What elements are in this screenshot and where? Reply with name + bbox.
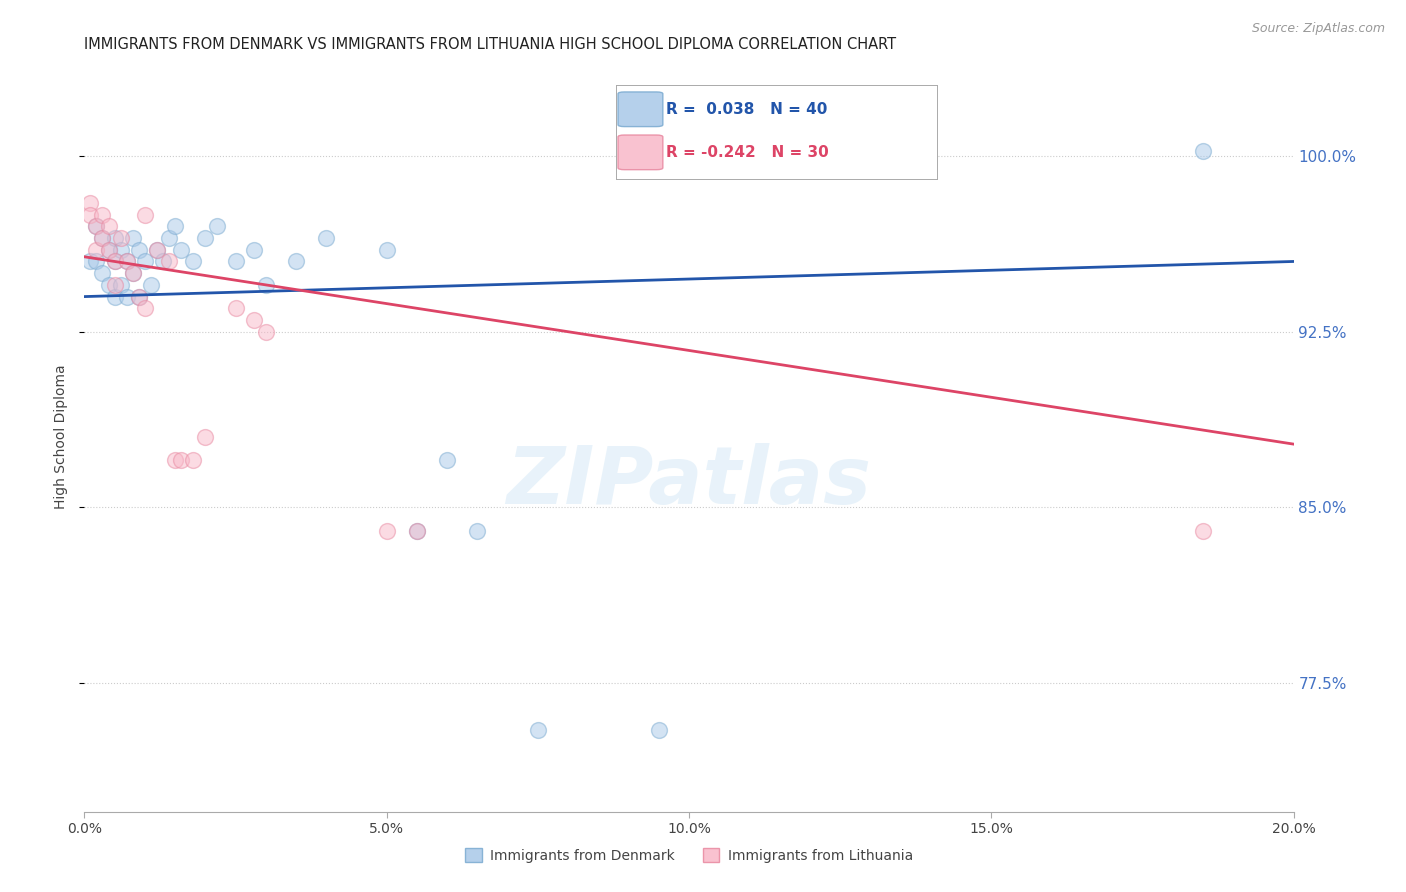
Point xyxy=(79,254,101,268)
Point xyxy=(467,524,489,538)
Point xyxy=(104,254,127,268)
Point xyxy=(194,430,217,444)
Point xyxy=(157,254,180,268)
Point xyxy=(134,208,156,222)
Point xyxy=(170,453,193,467)
Point xyxy=(121,266,143,280)
Point xyxy=(97,243,120,257)
Point xyxy=(207,219,229,234)
Point xyxy=(128,243,150,257)
Point xyxy=(86,243,108,257)
Text: ZIPatlas: ZIPatlas xyxy=(506,443,872,521)
Point xyxy=(242,313,264,327)
Point xyxy=(104,231,127,245)
Point xyxy=(242,243,264,257)
Point xyxy=(86,219,108,234)
Point xyxy=(170,243,193,257)
Point xyxy=(91,231,114,245)
Point xyxy=(406,524,429,538)
Point xyxy=(110,243,132,257)
Point xyxy=(165,453,187,467)
Point xyxy=(146,243,169,257)
Point xyxy=(97,277,120,292)
Point xyxy=(86,254,108,268)
Point xyxy=(152,254,174,268)
Point xyxy=(194,231,217,245)
Point xyxy=(128,290,150,304)
Point xyxy=(104,254,127,268)
Point xyxy=(134,254,156,268)
Point xyxy=(128,290,150,304)
Point xyxy=(165,219,187,234)
Point xyxy=(225,254,247,268)
Point xyxy=(115,254,138,268)
Point xyxy=(225,301,247,316)
Point xyxy=(110,277,132,292)
Point xyxy=(115,290,138,304)
Point xyxy=(406,524,429,538)
Point xyxy=(315,231,337,245)
Point xyxy=(91,208,114,222)
Point xyxy=(254,277,277,292)
Y-axis label: High School Diploma: High School Diploma xyxy=(53,365,67,509)
Point xyxy=(121,231,143,245)
Point xyxy=(91,231,114,245)
Point xyxy=(86,219,108,234)
Point xyxy=(97,243,120,257)
Point xyxy=(110,231,132,245)
Point xyxy=(181,254,204,268)
Point xyxy=(527,723,550,737)
Point xyxy=(1192,524,1215,538)
Point xyxy=(254,325,277,339)
Text: IMMIGRANTS FROM DENMARK VS IMMIGRANTS FROM LITHUANIA HIGH SCHOOL DIPLOMA CORRELA: IMMIGRANTS FROM DENMARK VS IMMIGRANTS FR… xyxy=(84,37,897,52)
Point xyxy=(375,243,398,257)
Point xyxy=(97,219,120,234)
Point xyxy=(134,301,156,316)
Point xyxy=(139,277,162,292)
Legend: Immigrants from Denmark, Immigrants from Lithuania: Immigrants from Denmark, Immigrants from… xyxy=(460,843,918,869)
Point xyxy=(1192,145,1215,159)
Point xyxy=(79,195,101,210)
Point xyxy=(115,254,138,268)
Point xyxy=(285,254,308,268)
Point xyxy=(91,266,114,280)
Point xyxy=(157,231,180,245)
Point xyxy=(648,723,671,737)
Point xyxy=(104,277,127,292)
Point xyxy=(146,243,169,257)
Point xyxy=(181,453,204,467)
Point xyxy=(104,290,127,304)
Text: Source: ZipAtlas.com: Source: ZipAtlas.com xyxy=(1251,22,1385,36)
Point xyxy=(79,208,101,222)
Point xyxy=(121,266,143,280)
Point xyxy=(436,453,458,467)
Point xyxy=(375,524,398,538)
